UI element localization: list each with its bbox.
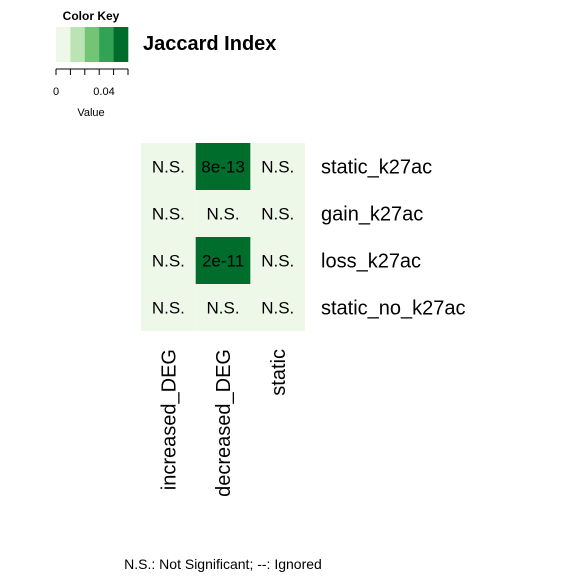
row-label: static_k27ac xyxy=(321,157,432,179)
column-labels: increased_DEG decreased_DEG static xyxy=(158,349,289,497)
row-label: static_no_k27ac xyxy=(321,298,466,320)
heatmap-cells: N.S. 8e-13 N.S. N.S. N.S. N.S. N.S. 2e-11 N.S. N.… xyxy=(141,143,306,331)
column-label: increased_DEG xyxy=(158,349,180,490)
heatmap-cell xyxy=(195,284,251,331)
cell-label: N.S. xyxy=(152,158,185,177)
heatmap-cell xyxy=(141,284,196,331)
heatmap-cell xyxy=(141,143,196,190)
cell-label: N.S. xyxy=(152,205,185,224)
color-key-swatch xyxy=(84,27,100,62)
cell-label: 2e-11 xyxy=(202,252,244,271)
heatmap-cell xyxy=(250,284,306,331)
color-key-swatches xyxy=(56,27,129,62)
cell-label: N.S. xyxy=(207,205,240,224)
color-key: Color Key 0 0.04 Value xyxy=(53,9,129,119)
chart-title: Jaccard Index xyxy=(143,33,276,55)
cell-label: N.S. xyxy=(261,252,294,271)
cell-label: N.S. xyxy=(261,205,294,224)
heatmap-cell xyxy=(250,190,306,237)
heatmap-cell xyxy=(250,143,306,190)
footnote: N.S.: Not Significant; --: Ignored xyxy=(124,556,322,572)
heatmap-cell xyxy=(195,190,251,237)
heatmap-cell xyxy=(141,190,196,237)
row-label: gain_k27ac xyxy=(321,204,423,226)
color-key-swatch xyxy=(113,27,129,62)
color-key-xlabel: Value xyxy=(77,107,104,119)
cell-label: N.S. xyxy=(261,158,294,177)
color-key-tick-label: 0.04 xyxy=(93,86,114,98)
heatmap-cell xyxy=(195,143,251,190)
heatmap-cell xyxy=(195,237,251,284)
cell-label: N.S. xyxy=(152,299,185,318)
row-label: loss_k27ac xyxy=(321,251,421,273)
color-key-swatch xyxy=(99,27,114,62)
cell-label: 8e-13 xyxy=(201,158,244,177)
color-key-swatch xyxy=(56,27,71,62)
color-key-tick-label: 0 xyxy=(53,86,59,98)
row-labels: static_k27ac gain_k27ac loss_k27ac static_n… xyxy=(321,157,466,320)
color-key-swatch xyxy=(70,27,86,62)
column-label: decreased_DEG xyxy=(213,349,235,497)
cell-label: N.S. xyxy=(261,299,294,318)
cell-label: N.S. xyxy=(152,252,185,271)
heatmap-cell xyxy=(141,237,196,284)
heatmap-cell xyxy=(250,237,306,284)
cell-label: N.S. xyxy=(207,299,240,318)
color-key-ticks: 0 0.04 xyxy=(53,68,129,98)
column-label: static xyxy=(268,349,290,396)
color-key-title: Color Key xyxy=(63,9,120,23)
